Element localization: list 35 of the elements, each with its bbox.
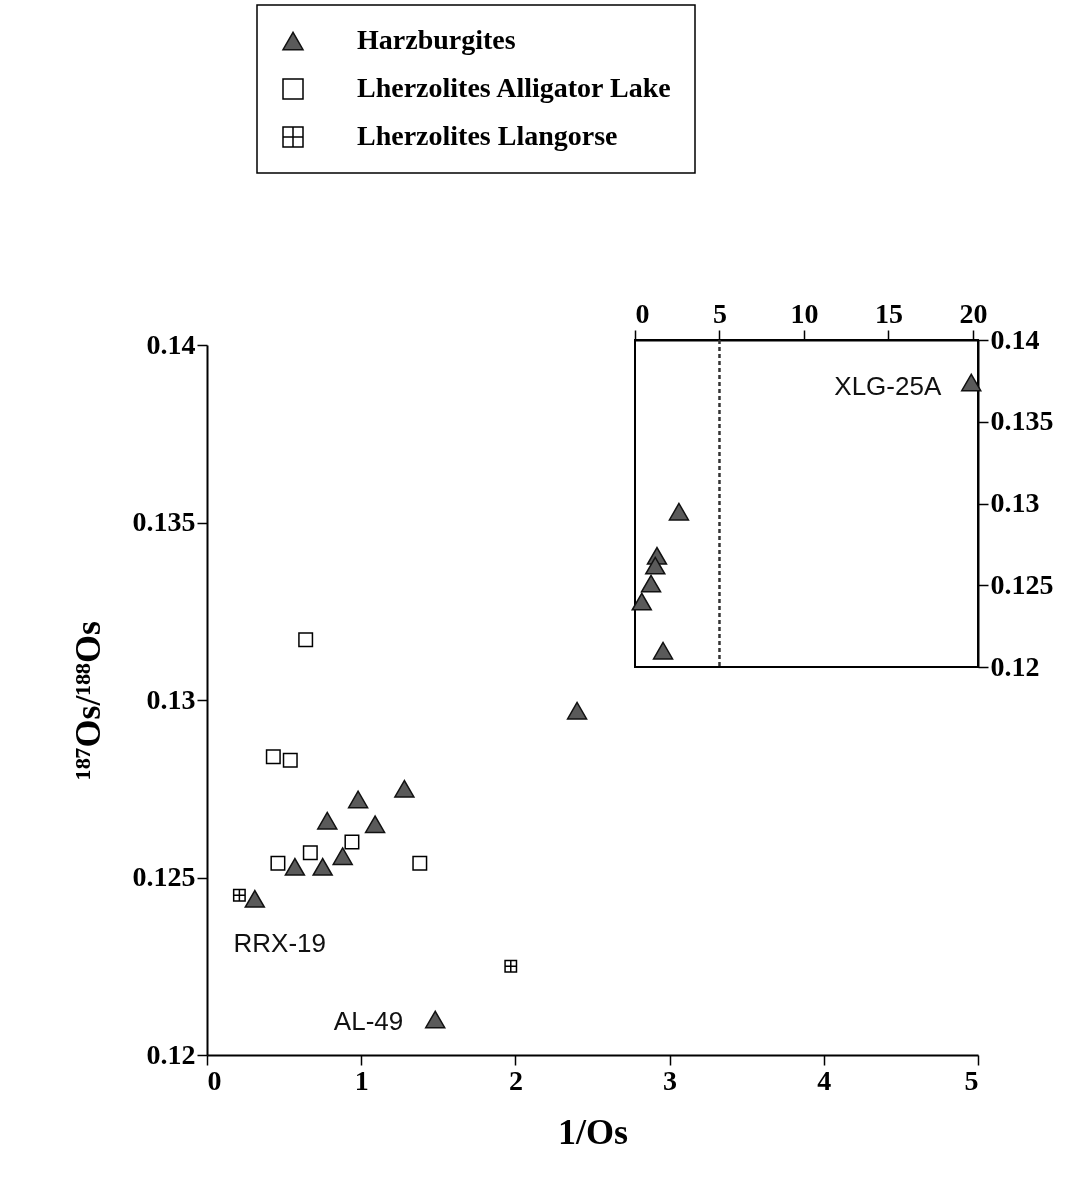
y-tick-label: 0.12 [990,650,1040,682]
point [960,373,982,392]
x-tick-label: 5 [712,297,727,329]
point [652,641,674,660]
x-tick-label: 0 [207,1064,222,1096]
point [668,502,690,521]
x-axis-title: 1/Os [557,1111,629,1152]
y-tick-label: 0.13 [990,487,1040,518]
legend-label: Lherzolites Llangorse [357,120,618,151]
x-tick-label: 0 [635,297,650,329]
legend-label: Lherzolites Alligator Lake [357,72,671,103]
x-tick-label: 4 [817,1064,832,1096]
y-axis-title: ¹⁸⁷Os/¹⁸⁸Os [67,621,108,780]
point [645,556,666,575]
point [640,574,662,593]
annotation: AL-49 [333,1005,404,1036]
y-tick-label: 0.13 [146,683,196,715]
x-tick-label: 1 [354,1064,369,1096]
y-tick-label: 0.125 [990,568,1054,600]
annotation: RRX-19 [233,927,327,958]
x-tick-label: 5 [964,1064,979,1096]
annotation: XLG-25A [834,370,942,401]
x-tick-label: 2 [508,1064,523,1096]
x-tick-label: 20 [959,297,988,329]
point [631,592,653,611]
legend-label: Harzburgites [357,24,516,55]
x-tick-label: 15 [874,297,903,329]
x-tick-label: 3 [663,1064,678,1096]
y-tick-label: 0.14 [146,328,196,360]
x-tick-label: 10 [790,297,819,329]
y-tick-label: 0.125 [132,861,196,892]
y-tick-label: 0.135 [990,405,1054,437]
y-tick-label: 0.135 [132,506,196,537]
y-tick-label: 0.12 [146,1038,196,1070]
y-tick-label: 0.14 [990,323,1040,355]
